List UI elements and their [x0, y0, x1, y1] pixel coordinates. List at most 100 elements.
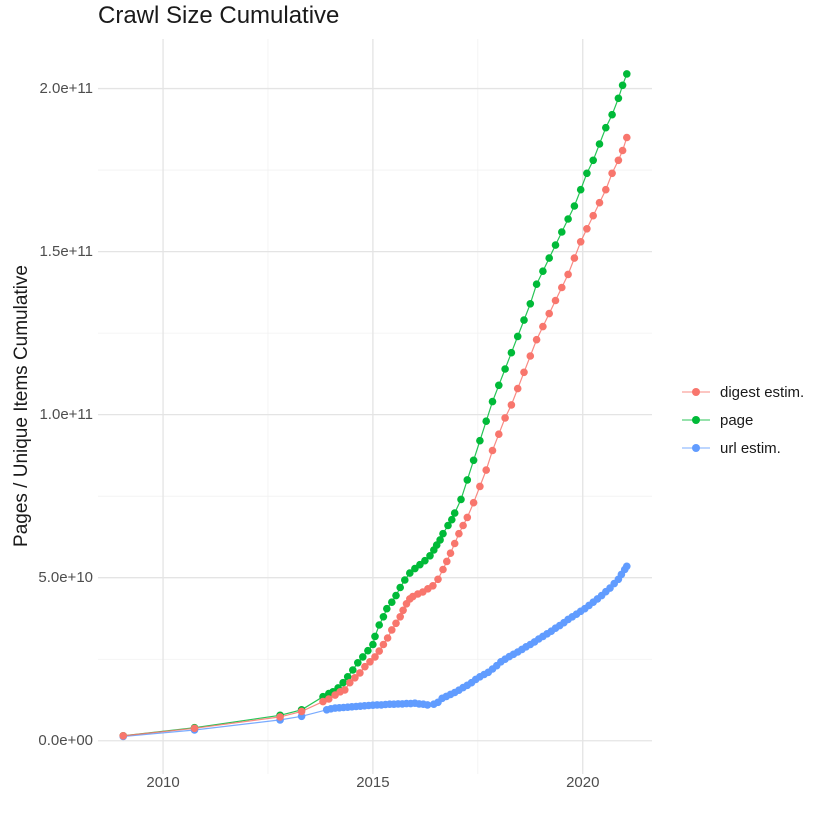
legend-key-icon [682, 444, 710, 452]
data-point [190, 724, 199, 733]
data-point [371, 632, 379, 641]
data-point [346, 678, 354, 687]
data-point [423, 701, 432, 709]
data-point [434, 575, 442, 584]
data-point [371, 653, 379, 661]
x-tick-label: 2010 [146, 774, 180, 791]
data-point [513, 332, 522, 341]
legend-key-icon [682, 416, 710, 424]
data-point [602, 123, 610, 132]
data-point [570, 254, 579, 262]
data-point [469, 498, 478, 507]
data-point [520, 368, 528, 377]
y-tick-label: 1.0e+11 [39, 405, 93, 423]
data-point [488, 446, 497, 455]
data-point [450, 509, 459, 517]
data-point [589, 156, 597, 165]
data-point [426, 552, 434, 560]
data-point [319, 697, 327, 706]
data-point [564, 215, 572, 223]
data-point [448, 515, 456, 524]
data-point [339, 678, 347, 687]
x-tick-label: 2015 [356, 774, 390, 791]
data-point [476, 436, 484, 445]
data-point [539, 267, 547, 276]
series-digest-estim- [119, 133, 631, 740]
data-point [439, 565, 447, 574]
data-point [513, 384, 522, 393]
data-point [507, 348, 516, 357]
data-point [482, 466, 491, 474]
data-point [526, 300, 535, 308]
data-point [495, 430, 503, 439]
data-point [396, 613, 405, 621]
legend-item: page [681, 406, 804, 434]
data-point [583, 169, 591, 178]
data-point [595, 140, 604, 148]
data-point [379, 640, 388, 649]
data-point [558, 228, 566, 236]
data-point [383, 604, 391, 613]
data-point [614, 94, 623, 103]
data-point [356, 669, 364, 677]
data-point [392, 619, 400, 628]
legend-key-icon [682, 388, 710, 396]
data-point [359, 653, 367, 661]
data-point [463, 513, 472, 522]
data-point [495, 381, 503, 390]
legend-key-point [692, 444, 700, 452]
data-point [443, 557, 451, 566]
data-point [532, 280, 541, 289]
data-point [375, 621, 384, 629]
data-point [361, 662, 369, 671]
y-tick-label: 2.0e+11 [39, 79, 93, 97]
data-point [608, 169, 616, 178]
data-point [482, 417, 491, 426]
data-point [463, 476, 472, 484]
data-point [614, 156, 623, 165]
x-tick-label: 2020 [566, 774, 600, 791]
data-point [520, 316, 528, 324]
data-point [421, 556, 429, 565]
data-point [595, 198, 604, 207]
data-point [576, 185, 585, 194]
data-point [618, 146, 627, 155]
data-point [476, 482, 484, 491]
data-point [439, 529, 447, 538]
data-point [623, 70, 631, 78]
data-point [325, 695, 333, 703]
data-point [401, 576, 409, 584]
data-point [406, 569, 414, 577]
data-point [379, 613, 388, 621]
legend-label: url estim. [720, 439, 781, 457]
data-point [369, 640, 377, 649]
legend-key-point [692, 416, 700, 424]
data-point [507, 401, 516, 409]
data-point [457, 495, 465, 504]
data-point [375, 647, 384, 655]
data-point [501, 365, 509, 373]
data-point [526, 352, 535, 360]
data-point [444, 521, 452, 530]
data-point [459, 521, 467, 530]
data-point [532, 335, 541, 344]
data-point [354, 659, 362, 667]
data-point [364, 646, 372, 655]
legend: digest estim. page url estim. [681, 378, 804, 462]
series-line [123, 565, 628, 738]
data-point [501, 414, 509, 422]
data-point [297, 707, 306, 716]
data-point [396, 583, 405, 592]
data-point [623, 133, 631, 142]
data-point [488, 397, 497, 406]
data-point [276, 713, 284, 721]
data-point [539, 322, 547, 331]
data-point [583, 225, 591, 233]
data-point [392, 591, 400, 600]
data-point [570, 202, 579, 210]
series-url-estim- [119, 562, 631, 741]
legend-label: digest estim. [720, 383, 805, 401]
y-tick-label: 0.0e+00 [38, 731, 93, 749]
data-point [576, 238, 585, 246]
